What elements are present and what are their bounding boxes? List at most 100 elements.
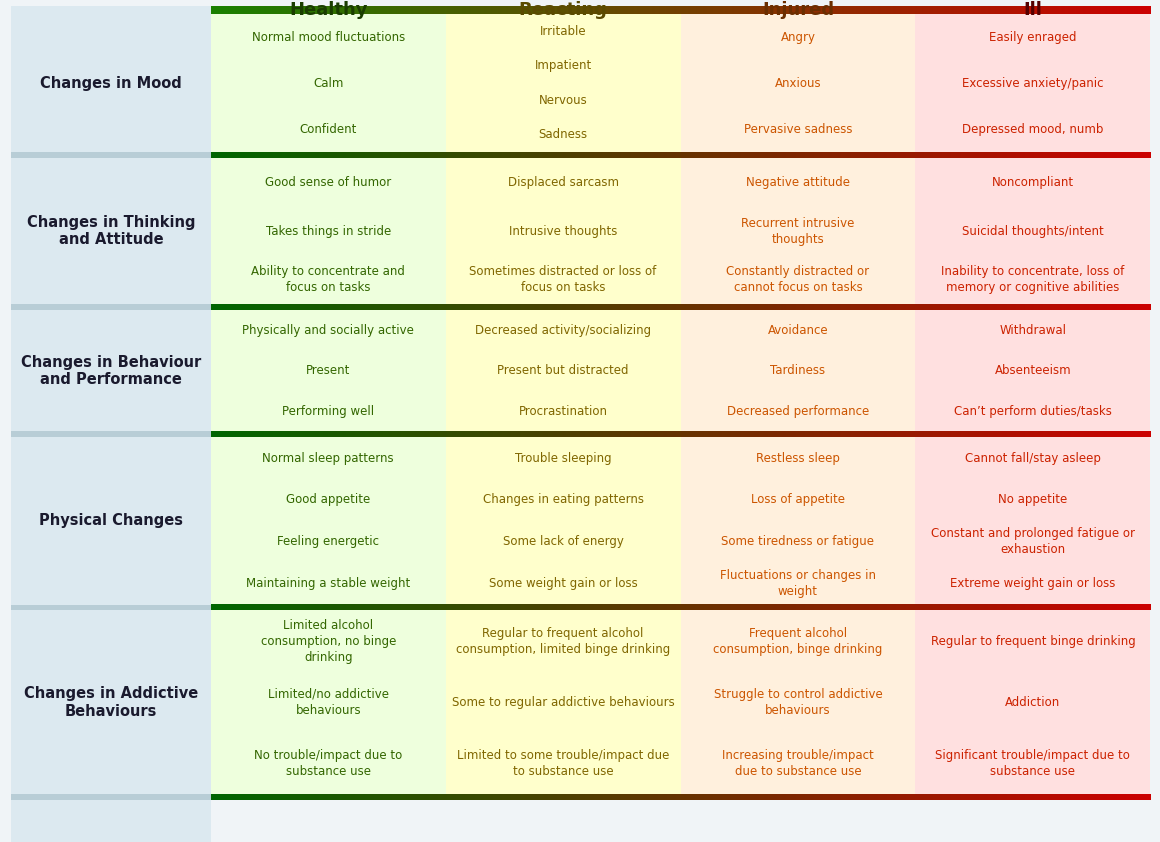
Text: Changes in Mood: Changes in Mood — [41, 76, 182, 91]
Text: Present but distracted: Present but distracted — [498, 365, 629, 377]
Text: Good appetite: Good appetite — [287, 493, 370, 507]
Text: No trouble/impact due to
substance use: No trouble/impact due to substance use — [254, 749, 403, 778]
Text: Absenteeism: Absenteeism — [994, 365, 1071, 377]
Text: Confident: Confident — [299, 123, 357, 136]
Text: Decreased performance: Decreased performance — [727, 405, 869, 418]
Bar — [445, 158, 681, 304]
Text: Impatient: Impatient — [535, 60, 592, 72]
Text: Displaced sarcasm: Displaced sarcasm — [508, 176, 618, 189]
Text: Trouble sleeping: Trouble sleeping — [515, 451, 611, 465]
Text: Ill: Ill — [1023, 1, 1043, 19]
Text: Loss of appetite: Loss of appetite — [751, 493, 844, 507]
Text: Frequent alcohol
consumption, binge drinking: Frequent alcohol consumption, binge drin… — [713, 626, 883, 656]
Text: Pervasive sadness: Pervasive sadness — [744, 123, 853, 136]
Text: Normal mood fluctuations: Normal mood fluctuations — [252, 30, 405, 44]
Text: Some lack of energy: Some lack of energy — [502, 536, 624, 548]
Text: Anxious: Anxious — [775, 77, 821, 89]
Text: Limited alcohol
consumption, no binge
drinking: Limited alcohol consumption, no binge dr… — [261, 619, 396, 663]
Bar — [211, 310, 445, 431]
Text: No appetite: No appetite — [999, 493, 1067, 507]
Text: Avoidance: Avoidance — [768, 324, 828, 337]
Text: Intrusive thoughts: Intrusive thoughts — [509, 225, 617, 237]
Bar — [915, 14, 1151, 152]
Bar — [12, 794, 211, 800]
Text: Decreased activity/socializing: Decreased activity/socializing — [476, 324, 651, 337]
Text: Inability to concentrate, loss of
memory or cognitive abilities: Inability to concentrate, loss of memory… — [941, 265, 1124, 295]
Text: Takes things in stride: Takes things in stride — [266, 225, 391, 237]
Text: Some weight gain or loss: Some weight gain or loss — [488, 577, 638, 590]
Text: Constant and prolonged fatigue or
exhaustion: Constant and prolonged fatigue or exhaus… — [930, 527, 1134, 557]
Text: Increasing trouble/impact
due to substance use: Increasing trouble/impact due to substan… — [723, 749, 873, 778]
Bar — [12, 304, 211, 310]
Text: Regular to frequent alcohol
consumption, limited binge drinking: Regular to frequent alcohol consumption,… — [456, 626, 670, 656]
Text: Regular to frequent binge drinking: Regular to frequent binge drinking — [930, 635, 1136, 647]
Text: Constantly distracted or
cannot focus on tasks: Constantly distracted or cannot focus on… — [726, 265, 870, 295]
Bar — [211, 610, 445, 794]
Text: Sometimes distracted or loss of
focus on tasks: Sometimes distracted or loss of focus on… — [470, 265, 657, 295]
Text: Cannot fall/stay asleep: Cannot fall/stay asleep — [965, 451, 1101, 465]
Bar — [12, 431, 211, 437]
Bar — [445, 310, 681, 431]
Text: Restless sleep: Restless sleep — [756, 451, 840, 465]
Bar — [915, 158, 1151, 304]
Text: Present: Present — [306, 365, 350, 377]
Text: Significant trouble/impact due to
substance use: Significant trouble/impact due to substa… — [935, 749, 1130, 778]
Text: Can’t perform duties/tasks: Can’t perform duties/tasks — [954, 405, 1111, 418]
Text: Recurrent intrusive
thoughts: Recurrent intrusive thoughts — [741, 216, 855, 246]
Bar — [445, 14, 681, 152]
Text: Healthy: Healthy — [289, 1, 368, 19]
Text: Nervous: Nervous — [538, 93, 587, 107]
Text: Angry: Angry — [781, 30, 815, 44]
Bar — [681, 610, 915, 794]
Text: Depressed mood, numb: Depressed mood, numb — [962, 123, 1103, 136]
Bar — [211, 437, 445, 605]
Text: Procrastination: Procrastination — [519, 405, 608, 418]
Bar — [211, 14, 445, 152]
Text: Tardiness: Tardiness — [770, 365, 826, 377]
Text: Struggle to control addictive
behaviours: Struggle to control addictive behaviours — [713, 688, 883, 717]
Text: Withdrawal: Withdrawal — [1000, 324, 1066, 337]
Text: Some tiredness or fatigue: Some tiredness or fatigue — [722, 536, 875, 548]
Text: Noncompliant: Noncompliant — [992, 176, 1074, 189]
Text: Some to regular addictive behaviours: Some to regular addictive behaviours — [451, 695, 674, 709]
Bar — [681, 158, 915, 304]
Text: Physical Changes: Physical Changes — [39, 514, 183, 529]
Bar — [681, 310, 915, 431]
Text: Good sense of humor: Good sense of humor — [266, 176, 391, 189]
Bar — [12, 605, 211, 610]
Text: Excessive anxiety/panic: Excessive anxiety/panic — [962, 77, 1103, 89]
Text: Ability to concentrate and
focus on tasks: Ability to concentrate and focus on task… — [252, 265, 405, 295]
Text: Sadness: Sadness — [538, 128, 588, 141]
Bar — [12, 6, 211, 842]
Text: Suicidal thoughts/intent: Suicidal thoughts/intent — [962, 225, 1104, 237]
Text: Limited to some trouble/impact due
to substance use: Limited to some trouble/impact due to su… — [457, 749, 669, 778]
Text: Calm: Calm — [313, 77, 343, 89]
Text: Fluctuations or changes in
weight: Fluctuations or changes in weight — [720, 569, 876, 598]
Text: Reacting: Reacting — [519, 1, 608, 19]
Text: Feeling energetic: Feeling energetic — [277, 536, 379, 548]
Text: Maintaining a stable weight: Maintaining a stable weight — [246, 577, 411, 590]
Bar — [681, 437, 915, 605]
Text: Easily enraged: Easily enraged — [989, 30, 1076, 44]
Text: Limited/no addictive
behaviours: Limited/no addictive behaviours — [268, 688, 389, 717]
Bar — [915, 610, 1151, 794]
Text: Extreme weight gain or loss: Extreme weight gain or loss — [950, 577, 1116, 590]
Bar — [211, 158, 445, 304]
Text: Addiction: Addiction — [1006, 695, 1060, 709]
Text: Changes in Thinking
and Attitude: Changes in Thinking and Attitude — [27, 215, 195, 248]
Text: Performing well: Performing well — [282, 405, 375, 418]
Text: Physically and socially active: Physically and socially active — [242, 324, 414, 337]
Text: Irritable: Irritable — [539, 25, 587, 38]
Bar — [445, 610, 681, 794]
Bar — [445, 437, 681, 605]
Bar — [915, 310, 1151, 431]
Bar — [681, 14, 915, 152]
Text: Changes in Addictive
Behaviours: Changes in Addictive Behaviours — [24, 686, 198, 718]
Text: Normal sleep patterns: Normal sleep patterns — [262, 451, 394, 465]
Bar — [12, 152, 211, 158]
Text: Changes in Behaviour
and Performance: Changes in Behaviour and Performance — [21, 354, 201, 387]
Text: Negative attitude: Negative attitude — [746, 176, 850, 189]
Bar — [915, 437, 1151, 605]
Text: Injured: Injured — [762, 1, 834, 19]
Text: Changes in eating patterns: Changes in eating patterns — [483, 493, 644, 507]
